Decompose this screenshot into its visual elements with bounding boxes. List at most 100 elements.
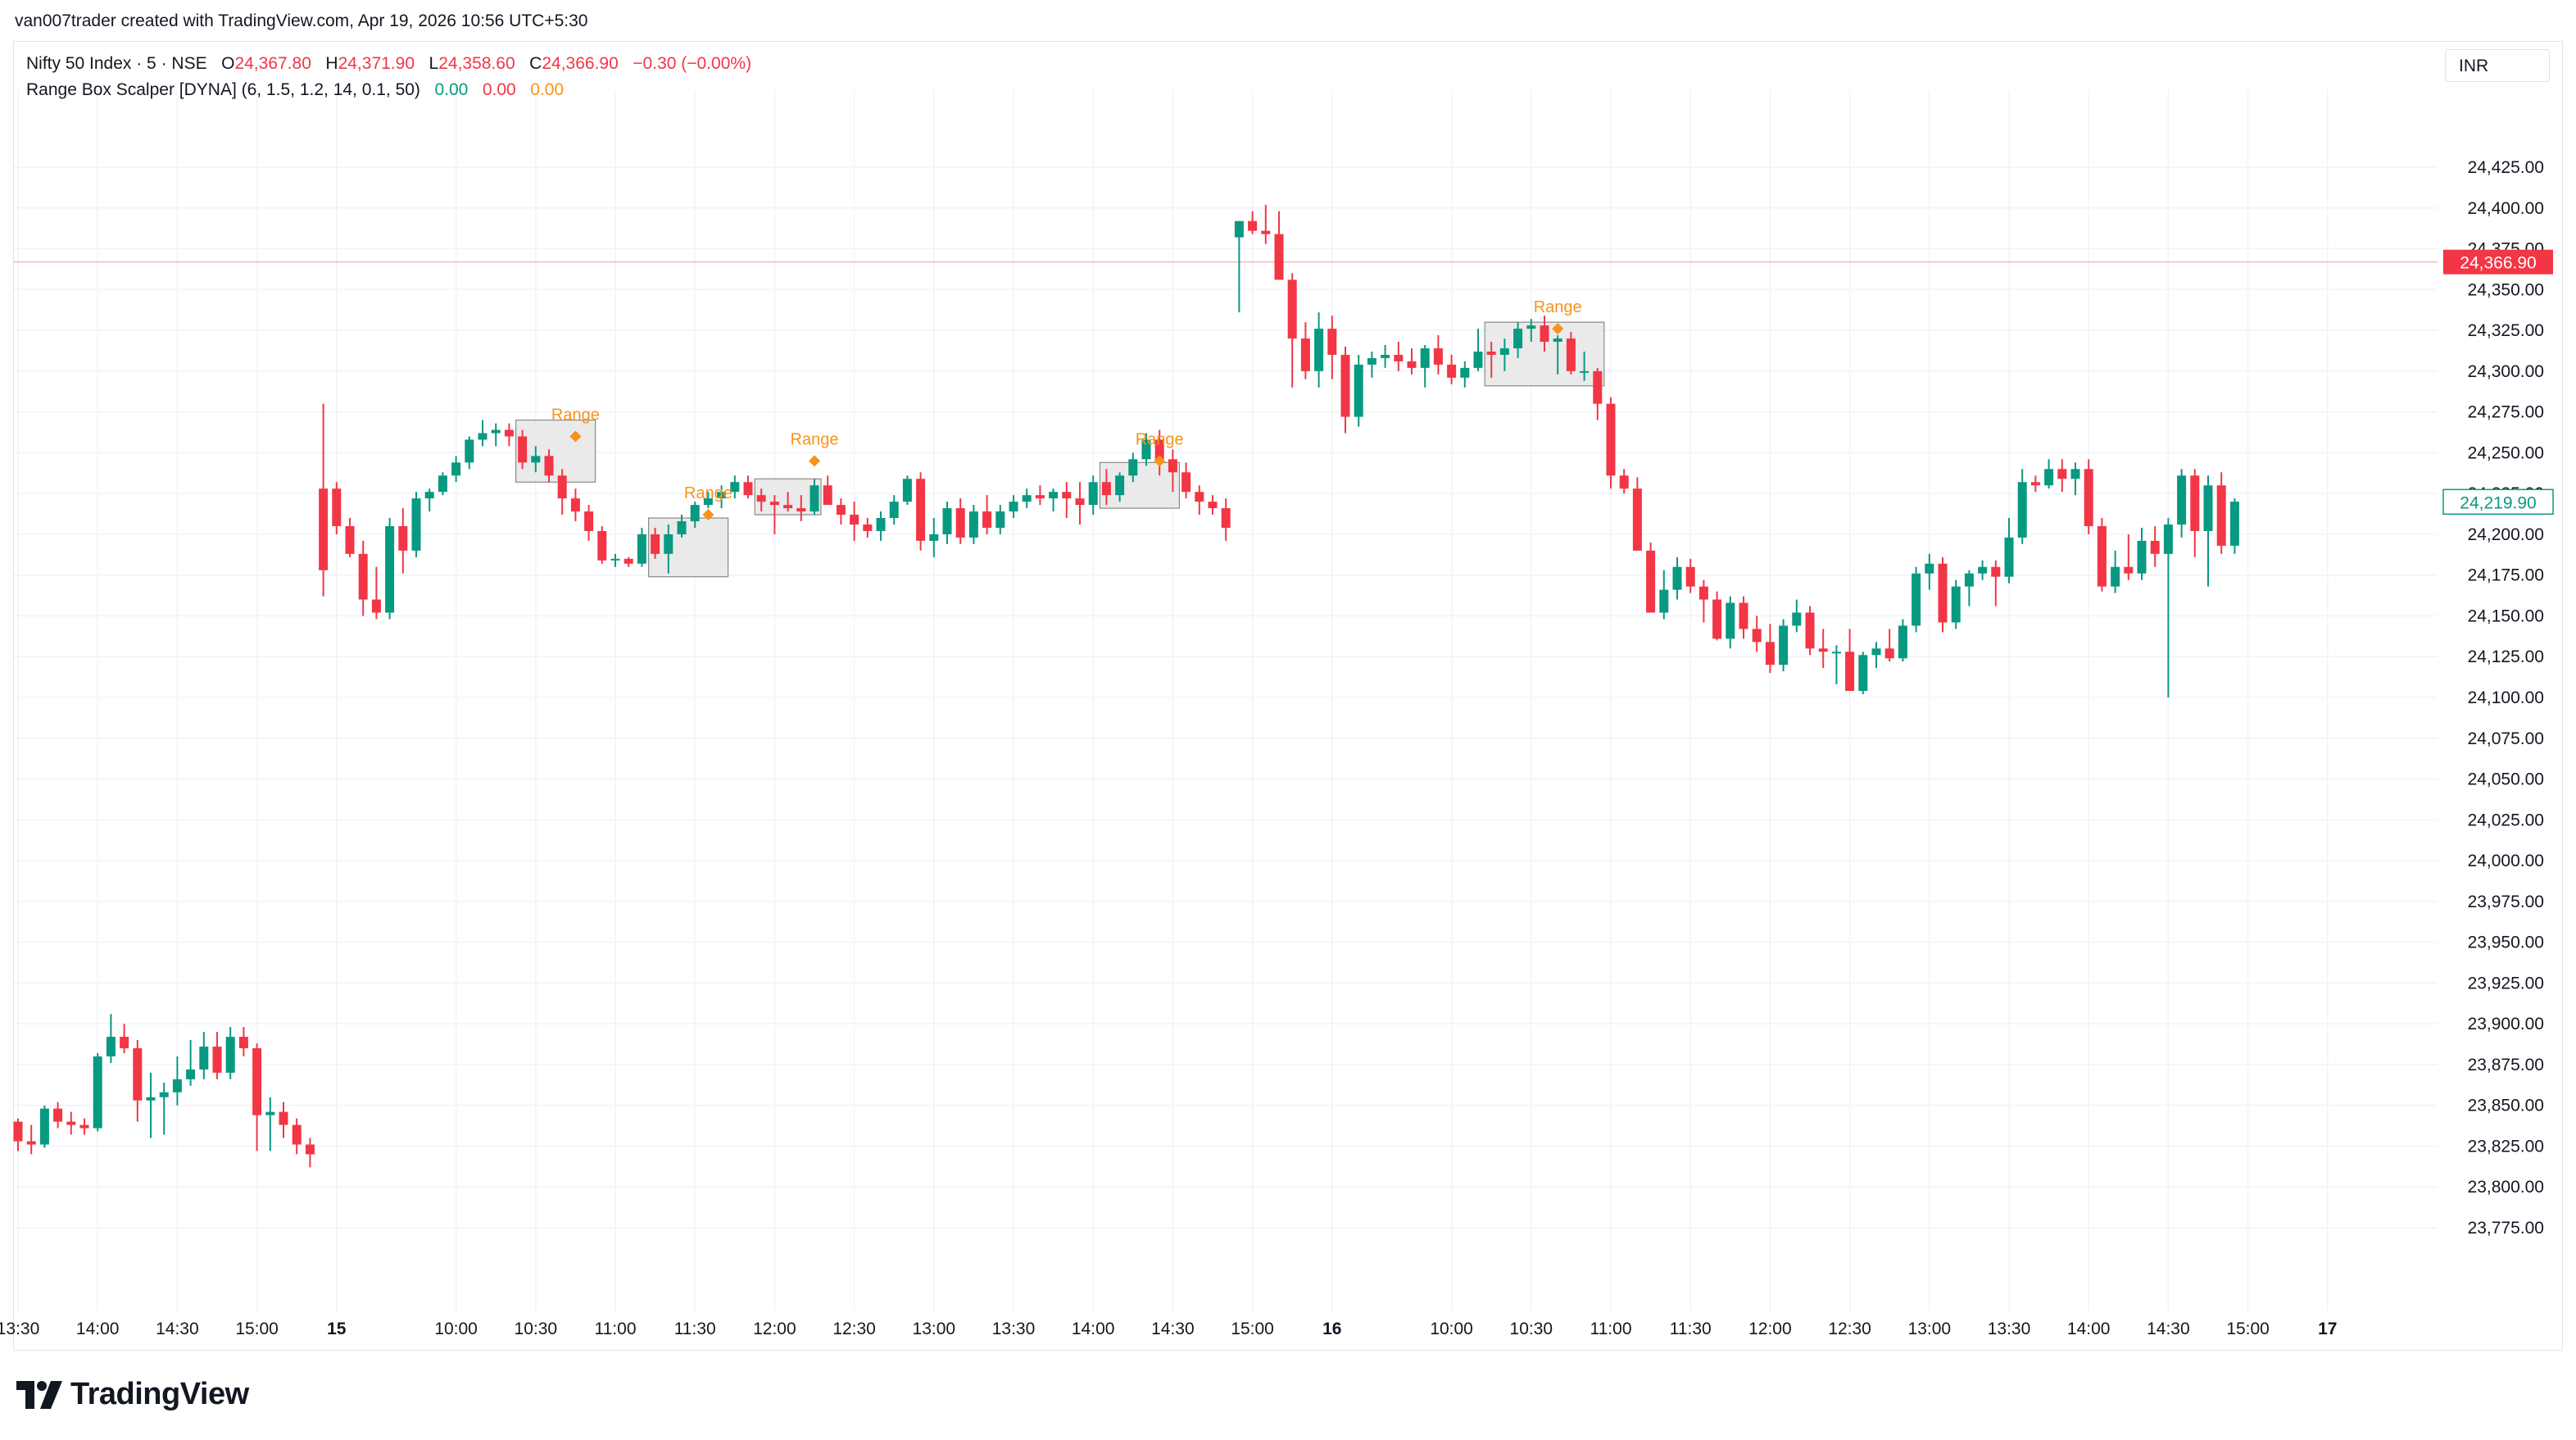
x-axis-tick-label: 14:00 bbox=[1072, 1320, 1115, 1338]
candle-body-down bbox=[544, 456, 554, 476]
candle-body-up bbox=[2203, 485, 2213, 531]
candle-body-up bbox=[810, 485, 819, 512]
candle-body-up bbox=[1871, 648, 1881, 656]
x-axis-tick-label: 11:00 bbox=[595, 1320, 637, 1338]
candle-body-up bbox=[703, 498, 713, 506]
y-axis-tick-label: 24,025.00 bbox=[2468, 811, 2544, 829]
symbol-ohlc-row[interactable]: Nifty 50 Index · 5 · NSE O24,367.80 H24,… bbox=[26, 51, 751, 77]
candle-body-down bbox=[1248, 220, 1258, 231]
x-axis-tick-label: 14:00 bbox=[2067, 1320, 2111, 1338]
candle-body-up bbox=[902, 479, 912, 502]
candle-body-up bbox=[1367, 357, 1376, 365]
candle-body-down bbox=[1407, 361, 1417, 368]
close-label: C bbox=[529, 54, 542, 73]
candle-body-up bbox=[1499, 348, 1509, 355]
y-axis-tick-label: 24,275.00 bbox=[2468, 403, 2544, 422]
high-value: 24,371.90 bbox=[338, 54, 415, 73]
indicator-value-1: 0.00 bbox=[434, 80, 469, 99]
candle-body-down bbox=[1884, 648, 1894, 659]
x-axis-tick-label: 15:00 bbox=[1231, 1320, 1274, 1338]
y-axis-tick-label: 24,325.00 bbox=[2468, 321, 2544, 340]
x-axis-tick-label: 14:00 bbox=[76, 1320, 120, 1338]
candle-body-up bbox=[106, 1037, 116, 1056]
candle-body-down bbox=[769, 502, 779, 506]
range-label: Range bbox=[684, 484, 732, 502]
candle-body-down bbox=[651, 534, 660, 554]
candle-body-up bbox=[929, 534, 939, 541]
candle-body-down bbox=[1712, 599, 1722, 639]
candle-body-down bbox=[955, 508, 965, 538]
candle-body-up bbox=[265, 1111, 275, 1115]
candle-body-up bbox=[1964, 573, 1974, 587]
candle-body-up bbox=[1858, 655, 1868, 692]
candle-body-down bbox=[1593, 370, 1603, 404]
x-axis-tick-label: 11:00 bbox=[1590, 1320, 1632, 1338]
candle-body-down bbox=[1698, 586, 1708, 600]
candle-body-down bbox=[252, 1048, 262, 1115]
candle-body-up bbox=[1726, 602, 1735, 639]
candle-body-up bbox=[1831, 652, 1841, 654]
candle-body-down bbox=[319, 488, 329, 570]
candle-body-down bbox=[916, 479, 926, 541]
symbol-name[interactable]: Nifty 50 Index · 5 · NSE bbox=[26, 54, 207, 73]
candle-body-up bbox=[1659, 589, 1669, 613]
candle-body-up bbox=[411, 498, 421, 551]
candle-body-down bbox=[756, 495, 766, 502]
candle-body-up bbox=[1314, 329, 1324, 371]
range-label: Range bbox=[791, 430, 839, 448]
candle-body-down bbox=[1327, 329, 1337, 355]
candle-body-down bbox=[584, 511, 594, 531]
candle-body-up bbox=[1088, 482, 1098, 506]
indicator-name[interactable]: Range Box Scalper [DYNA] (6, 1.5, 1.2, 1… bbox=[26, 80, 420, 99]
candle-body-down bbox=[2057, 469, 2067, 479]
candle-body-down bbox=[1195, 492, 1204, 502]
candle-body-up bbox=[172, 1079, 182, 1092]
candle-body-down bbox=[1274, 234, 1284, 280]
candle-body-down bbox=[2150, 540, 2160, 554]
indicator-row[interactable]: Range Box Scalper [DYNA] (6, 1.5, 1.2, 1… bbox=[26, 77, 751, 103]
candle-body-down bbox=[1261, 230, 1271, 234]
candle-body-up bbox=[876, 518, 886, 531]
candle-body-down bbox=[26, 1141, 36, 1145]
y-axis-tick-label: 24,425.00 bbox=[2468, 158, 2544, 177]
close-value: 24,366.90 bbox=[542, 54, 619, 73]
candle-body-up bbox=[225, 1037, 235, 1073]
candle-body-down bbox=[504, 429, 514, 437]
candle-body-down bbox=[2030, 482, 2040, 486]
candle-body-down bbox=[1486, 351, 1496, 355]
candle-body-down bbox=[279, 1111, 288, 1125]
x-axis-tick-label: 12:30 bbox=[832, 1320, 876, 1338]
candle-body-down bbox=[1632, 488, 1642, 551]
x-axis-tick-label: 17 bbox=[2318, 1320, 2337, 1338]
candle-body-down bbox=[1300, 338, 1310, 371]
chart-legend: Nifty 50 Index · 5 · NSE O24,367.80 H24,… bbox=[26, 51, 751, 103]
range-label: Range bbox=[1534, 298, 1582, 316]
y-axis-tick-label: 23,950.00 bbox=[2468, 934, 2544, 952]
candle-body-up bbox=[1009, 502, 1018, 512]
candle-body-down bbox=[1606, 403, 1616, 476]
y-axis-tick-label: 24,200.00 bbox=[2468, 525, 2544, 544]
x-axis-tick-label: 13:30 bbox=[992, 1320, 1036, 1338]
candle-body-down bbox=[345, 525, 355, 554]
y-axis-tick-label: 23,800.00 bbox=[2468, 1178, 2544, 1197]
candle-body-up bbox=[1978, 566, 1988, 574]
candle-body-down bbox=[570, 498, 580, 512]
candle-body-down bbox=[2124, 566, 2134, 574]
x-axis-tick-label: 13:00 bbox=[1908, 1320, 1952, 1338]
tradingview-logo[interactable]: TradingView bbox=[16, 1377, 249, 1412]
candle-body-up bbox=[717, 492, 727, 499]
candle-body-up bbox=[664, 534, 673, 554]
y-axis-tick-label: 24,150.00 bbox=[2468, 606, 2544, 625]
y-axis-tick-label: 23,825.00 bbox=[2468, 1137, 2544, 1156]
candle-body-down bbox=[1805, 612, 1815, 649]
y-axis-tick-label: 23,900.00 bbox=[2468, 1015, 2544, 1033]
x-axis-tick-label: 13:00 bbox=[913, 1320, 956, 1338]
open-value: 24,367.80 bbox=[234, 54, 311, 73]
currency-button[interactable]: INR bbox=[2445, 49, 2550, 82]
candle-body-down bbox=[836, 505, 846, 516]
candle-body-down bbox=[2084, 469, 2093, 526]
y-axis-tick-label: 23,925.00 bbox=[2468, 974, 2544, 993]
candle-body-down bbox=[982, 511, 992, 528]
candle-body-down bbox=[305, 1144, 315, 1155]
